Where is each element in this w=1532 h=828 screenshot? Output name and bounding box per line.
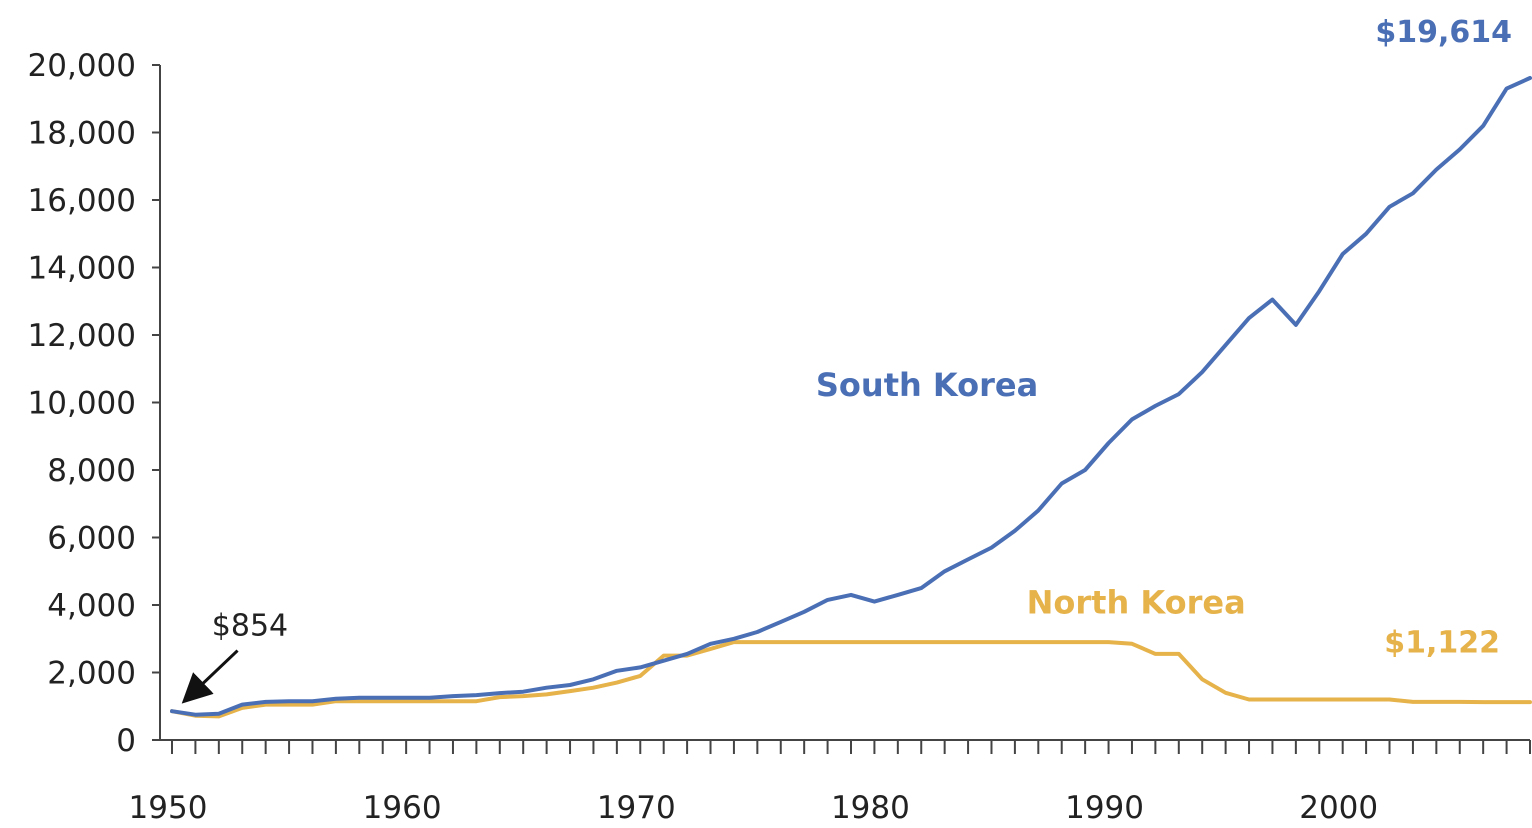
- y-tick-label: 8,000: [47, 453, 136, 489]
- y-tick-label: 6,000: [47, 521, 136, 557]
- y-tick-label: 10,000: [28, 386, 136, 422]
- x-tick-label: 2000: [1299, 790, 1378, 826]
- annotation-start-value: $854: [212, 608, 288, 643]
- y-axis: 0 2,000 4,000 6,000 8,000 10,000 12,000 14,000 1…: [28, 48, 161, 759]
- annotation-south-korea-end-value: $19,614: [1375, 15, 1512, 50]
- y-tick-label: 20,000: [28, 48, 136, 84]
- y-tick-label: 2,000: [47, 656, 136, 692]
- y-tick-label: 16,000: [28, 183, 136, 219]
- y-tick-label: 12,000: [28, 318, 136, 354]
- annotation-arrow: [181, 649, 239, 704]
- y-tick-label: 0: [116, 723, 136, 759]
- x-tick-label: 1960: [363, 790, 442, 826]
- x-tick-label: 1980: [831, 790, 910, 826]
- y-tick-label: 14,000: [28, 251, 136, 287]
- y-tick-label: 4,000: [47, 588, 136, 624]
- series-lines: [170, 76, 1532, 719]
- annotation-north-korea-end-value: $1,122: [1384, 625, 1500, 660]
- series-label-north-korea: North Korea: [1027, 583, 1246, 621]
- x-tick-label: 1990: [1065, 790, 1144, 826]
- y-tick-label: 18,000: [28, 116, 136, 152]
- series-line-north-korea: [170, 640, 1532, 719]
- series-line-south-korea: [170, 76, 1532, 717]
- series-label-south-korea: South Korea: [816, 366, 1038, 404]
- x-tick-label: 1970: [597, 790, 676, 826]
- x-tick-label: 1950: [129, 790, 208, 826]
- x-axis: 1950 1960 1970 1980 1990 2000: [129, 739, 1531, 826]
